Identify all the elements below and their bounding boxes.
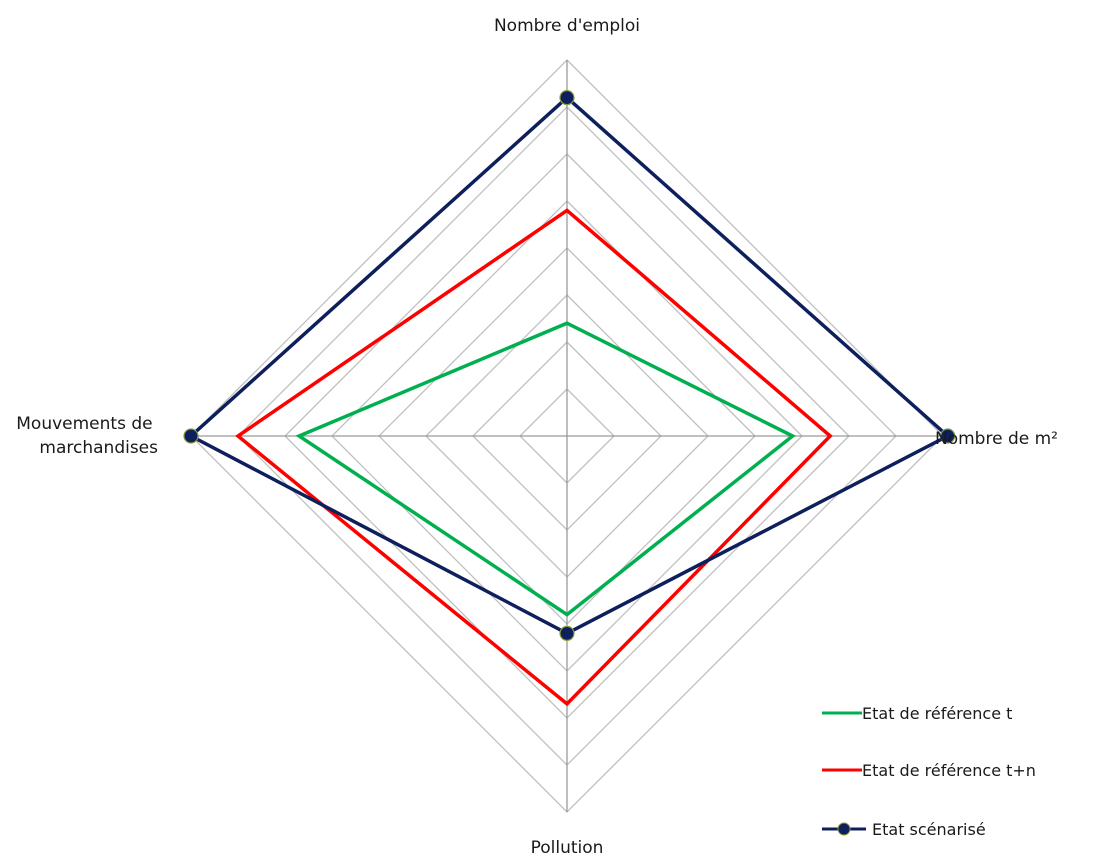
axis-label-left: Mouvements de marchandises [16, 414, 158, 458]
axis-label-right-line-1: Nombre de m² [935, 429, 1058, 449]
legend-marker-3 [837, 822, 851, 836]
axis-label-left-line-2: marchandises [39, 438, 158, 458]
legend-item-2: Etat de référence t+n [822, 761, 1036, 780]
series-2 [235, 208, 833, 707]
data-point-3-2 [940, 428, 956, 444]
legend-label-1: Etat de référence t [862, 704, 1012, 723]
radar-series [183, 89, 956, 707]
legend: Etat de référence t Etat de référence t+… [822, 704, 1036, 839]
axis-label-left-line-1: Mouvements de [16, 414, 152, 434]
axis-label-bottom: Pollution [531, 838, 604, 856]
series-line-1 [295, 321, 796, 617]
data-point-3-4 [183, 428, 199, 444]
series-line-3 [187, 95, 951, 636]
radar-grid [190, 59, 944, 813]
axis-label-bottom-line-1: Pollution [531, 838, 604, 856]
axis-label-top-line-1: Nombre d'emploi [494, 16, 640, 36]
legend-item-1: Etat de référence t [822, 704, 1012, 723]
axis-label-right: Nombre de m² [935, 429, 1058, 449]
legend-item-3: Etat scénarisé [822, 820, 986, 839]
legend-label-2: Etat de référence t+n [862, 761, 1036, 780]
axis-label-top: Nombre d'emploi [494, 16, 640, 36]
series-line-2 [235, 208, 833, 707]
series-1 [295, 321, 796, 617]
data-point-3-3 [559, 625, 575, 642]
series-3 [183, 89, 956, 642]
data-point-3-1 [559, 89, 575, 106]
legend-label-3: Etat scénarisé [872, 820, 986, 839]
